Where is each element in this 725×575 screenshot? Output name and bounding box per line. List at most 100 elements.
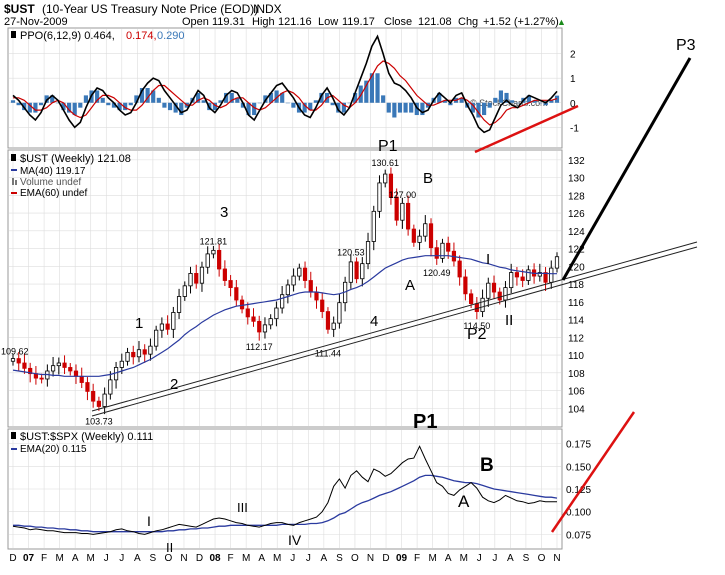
price-y-tick-label: 106 — [568, 387, 585, 398]
ppo-histogram-bar — [476, 102, 481, 118]
wave-p3-label: P3 — [676, 37, 696, 54]
ppo-histogram-bar — [61, 102, 66, 111]
candle-body — [96, 400, 101, 407]
ppo-y-tick-label: 0 — [570, 99, 576, 110]
ppo-histogram-bar — [330, 102, 335, 106]
ppo-histogram-bar — [386, 102, 391, 113]
ppo-histogram-bar — [106, 102, 111, 106]
axis-labels: D 07 F M A M J J A S O N D 08 F M A M J J A S O N D 09 F M A M J J A S O N2… — [9, 50, 591, 564]
candle-body — [514, 272, 520, 278]
ppo-histogram-bar — [257, 102, 262, 104]
ppo-histogram-bar — [549, 100, 554, 103]
ppo-histogram-bar — [414, 102, 419, 116]
candle-body — [148, 345, 153, 355]
ppo-histogram-bar — [246, 102, 251, 116]
candle-body — [142, 349, 147, 355]
candle-body — [491, 282, 497, 293]
candle-body — [108, 379, 113, 395]
ppo-histogram-bar — [252, 102, 257, 116]
ppo-histogram-bar — [437, 92, 442, 103]
candle-body — [262, 324, 268, 333]
ppo-y-tick-label: -1 — [570, 123, 579, 134]
x-axis-tick-label: J — [306, 553, 311, 564]
ppo-histogram-bar — [448, 102, 453, 106]
ppo-histogram-bar — [67, 102, 72, 113]
price-extreme-label: 109.62 — [1, 346, 29, 356]
ratio-wave-iv-label: IV — [288, 532, 302, 548]
ppo-histogram-bar — [195, 92, 201, 103]
ma-legend: MA(40) 119.17 — [20, 166, 86, 177]
candle-body — [217, 249, 222, 270]
x-axis-tick-label: A — [445, 553, 452, 564]
low-label: Low — [318, 16, 338, 28]
ppo-histogram-bar — [442, 100, 447, 103]
candle-body — [102, 393, 107, 407]
candle-body — [245, 308, 250, 318]
candle-body — [400, 202, 405, 221]
wave-1-label: 1 — [135, 315, 143, 332]
candle-body — [85, 382, 90, 392]
x-axis-tick-label: M — [242, 553, 250, 564]
low-value: 119.17 — [342, 16, 375, 28]
ppo-histogram-bar — [235, 97, 240, 103]
candle-body — [302, 267, 308, 281]
x-axis-tick-label: J — [290, 553, 295, 564]
candle-body — [417, 235, 422, 243]
candle-body — [159, 323, 164, 331]
candle-body — [423, 223, 428, 237]
trendline-lower — [91, 241, 698, 412]
candle-body — [297, 267, 302, 277]
candle-body — [22, 362, 27, 369]
candle-body — [446, 242, 451, 252]
ppo-histogram-bar — [336, 102, 341, 113]
ppo-histogram-bar — [167, 102, 173, 111]
open-value: 119.31 — [212, 16, 245, 28]
candle-body — [199, 266, 205, 284]
wave-2-label: 2 — [170, 376, 178, 393]
candle-body — [136, 349, 142, 358]
price-legend-swatch — [11, 154, 16, 161]
price-y-tick-label: 128 — [568, 191, 585, 202]
ppo-histogram-bar — [358, 85, 363, 103]
candle-body — [28, 367, 33, 375]
x-axis-tick-label: J — [477, 553, 482, 564]
high-value: 121.16 — [278, 16, 312, 28]
x-axis-tick-label: F — [41, 553, 47, 564]
ratio-legend: $UST:$SPX (Weekly) 0.111 EMA(20) 0.115 — [11, 431, 153, 455]
candle-body — [434, 247, 439, 259]
price-extreme-label: 112.17 — [246, 342, 273, 352]
price-y-tick-label: 126 — [568, 209, 585, 220]
x-axis-tick-label: O — [165, 553, 173, 564]
ppo-histogram-bar — [111, 102, 117, 108]
candle-body — [503, 287, 508, 301]
x-axis-tick-label: 07 — [23, 553, 35, 564]
candle-body — [39, 377, 44, 380]
x-axis-tick-label: N — [180, 553, 187, 564]
candle-body — [469, 293, 474, 304]
candle-body — [360, 263, 365, 280]
wave-4-label: 4 — [370, 313, 378, 330]
candle-body — [285, 284, 290, 296]
candle-body — [308, 280, 313, 293]
ppo-histogram-bar — [347, 102, 352, 104]
ratio-projection-line — [550, 411, 636, 533]
ppo-histogram-bar — [504, 92, 509, 103]
ppo-histogram-bar — [10, 100, 16, 103]
candle-body — [228, 280, 233, 289]
ppo-histogram-bar — [151, 90, 156, 103]
x-axis-tick-label: D — [9, 553, 16, 564]
ppo-histogram-bar — [123, 102, 128, 111]
x-axis-tick-label: 08 — [209, 553, 221, 564]
x-axis-tick-label: S — [336, 553, 343, 564]
ppo-histogram-bar — [179, 102, 184, 116]
x-axis-tick-label: A — [72, 553, 79, 564]
price-extreme-label: 103.73 — [85, 417, 113, 427]
ratio-wave-b-label: B — [480, 455, 494, 476]
ppo-histogram-bar — [532, 100, 537, 103]
candle-body — [131, 351, 136, 358]
ppo-histogram-bar — [308, 102, 313, 111]
x-axis-tick-label: D — [196, 553, 203, 564]
high-label: High — [252, 16, 275, 28]
ppo-histogram-bar — [392, 102, 397, 118]
ppo-panel-frame — [7, 27, 563, 149]
